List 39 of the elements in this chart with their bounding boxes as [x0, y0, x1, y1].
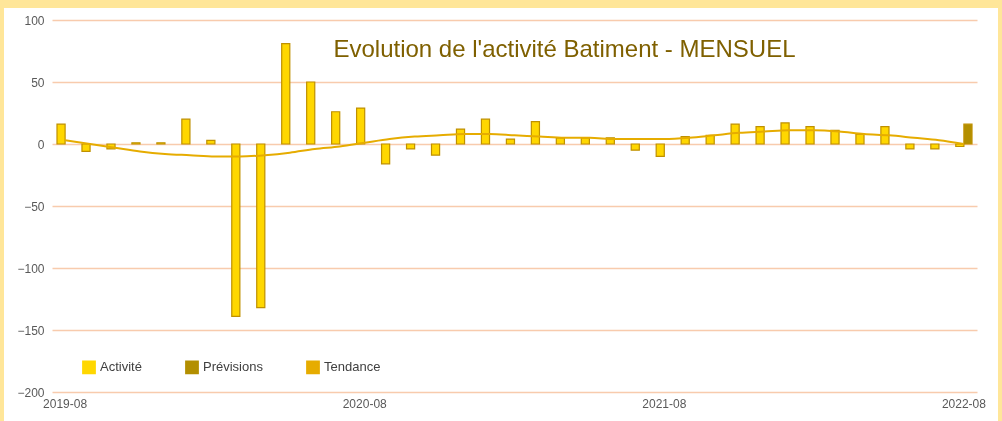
legend-label: Prévisions — [203, 359, 264, 375]
bar — [780, 122, 790, 145]
bar — [655, 143, 665, 157]
legend-label: Tendance — [324, 359, 381, 375]
bar — [630, 143, 640, 151]
y-tick-label: 50 — [31, 75, 45, 90]
y-tick-label: 100 — [24, 13, 45, 28]
bar — [530, 121, 541, 145]
bar — [331, 111, 341, 145]
bar — [405, 143, 416, 150]
bar — [505, 138, 516, 145]
bar — [430, 143, 441, 156]
x-tick-label: 2019-08 — [43, 396, 88, 411]
text: Evolution de l'activité Batiment - MENSUEL — [333, 35, 796, 62]
bar — [306, 81, 316, 145]
y-tick-label: −150 — [17, 323, 45, 338]
bar — [56, 123, 66, 145]
x-tick-label: 2020-08 — [342, 396, 388, 411]
bar — [181, 118, 191, 145]
y-tick-label: 0 — [37, 137, 45, 152]
bar — [730, 123, 740, 145]
y-tick-label: −50 — [24, 199, 45, 214]
y-tick-label: −200 — [17, 385, 45, 400]
y-tick-label: −100 — [17, 261, 45, 276]
bar — [206, 139, 216, 145]
bar — [480, 118, 491, 145]
bar — [380, 143, 391, 165]
bar — [81, 143, 91, 153]
bar — [905, 143, 915, 150]
bar — [855, 133, 865, 145]
legend-label: Activité — [100, 359, 142, 375]
bar — [930, 143, 940, 150]
bar — [281, 42, 291, 145]
bar — [355, 107, 366, 145]
bar — [256, 143, 266, 309]
x-tick-label: 2021-08 — [642, 396, 687, 411]
line-series — [64, 129, 965, 158]
x-tick-label: 2022-08 — [941, 396, 987, 411]
bar — [231, 143, 241, 317]
